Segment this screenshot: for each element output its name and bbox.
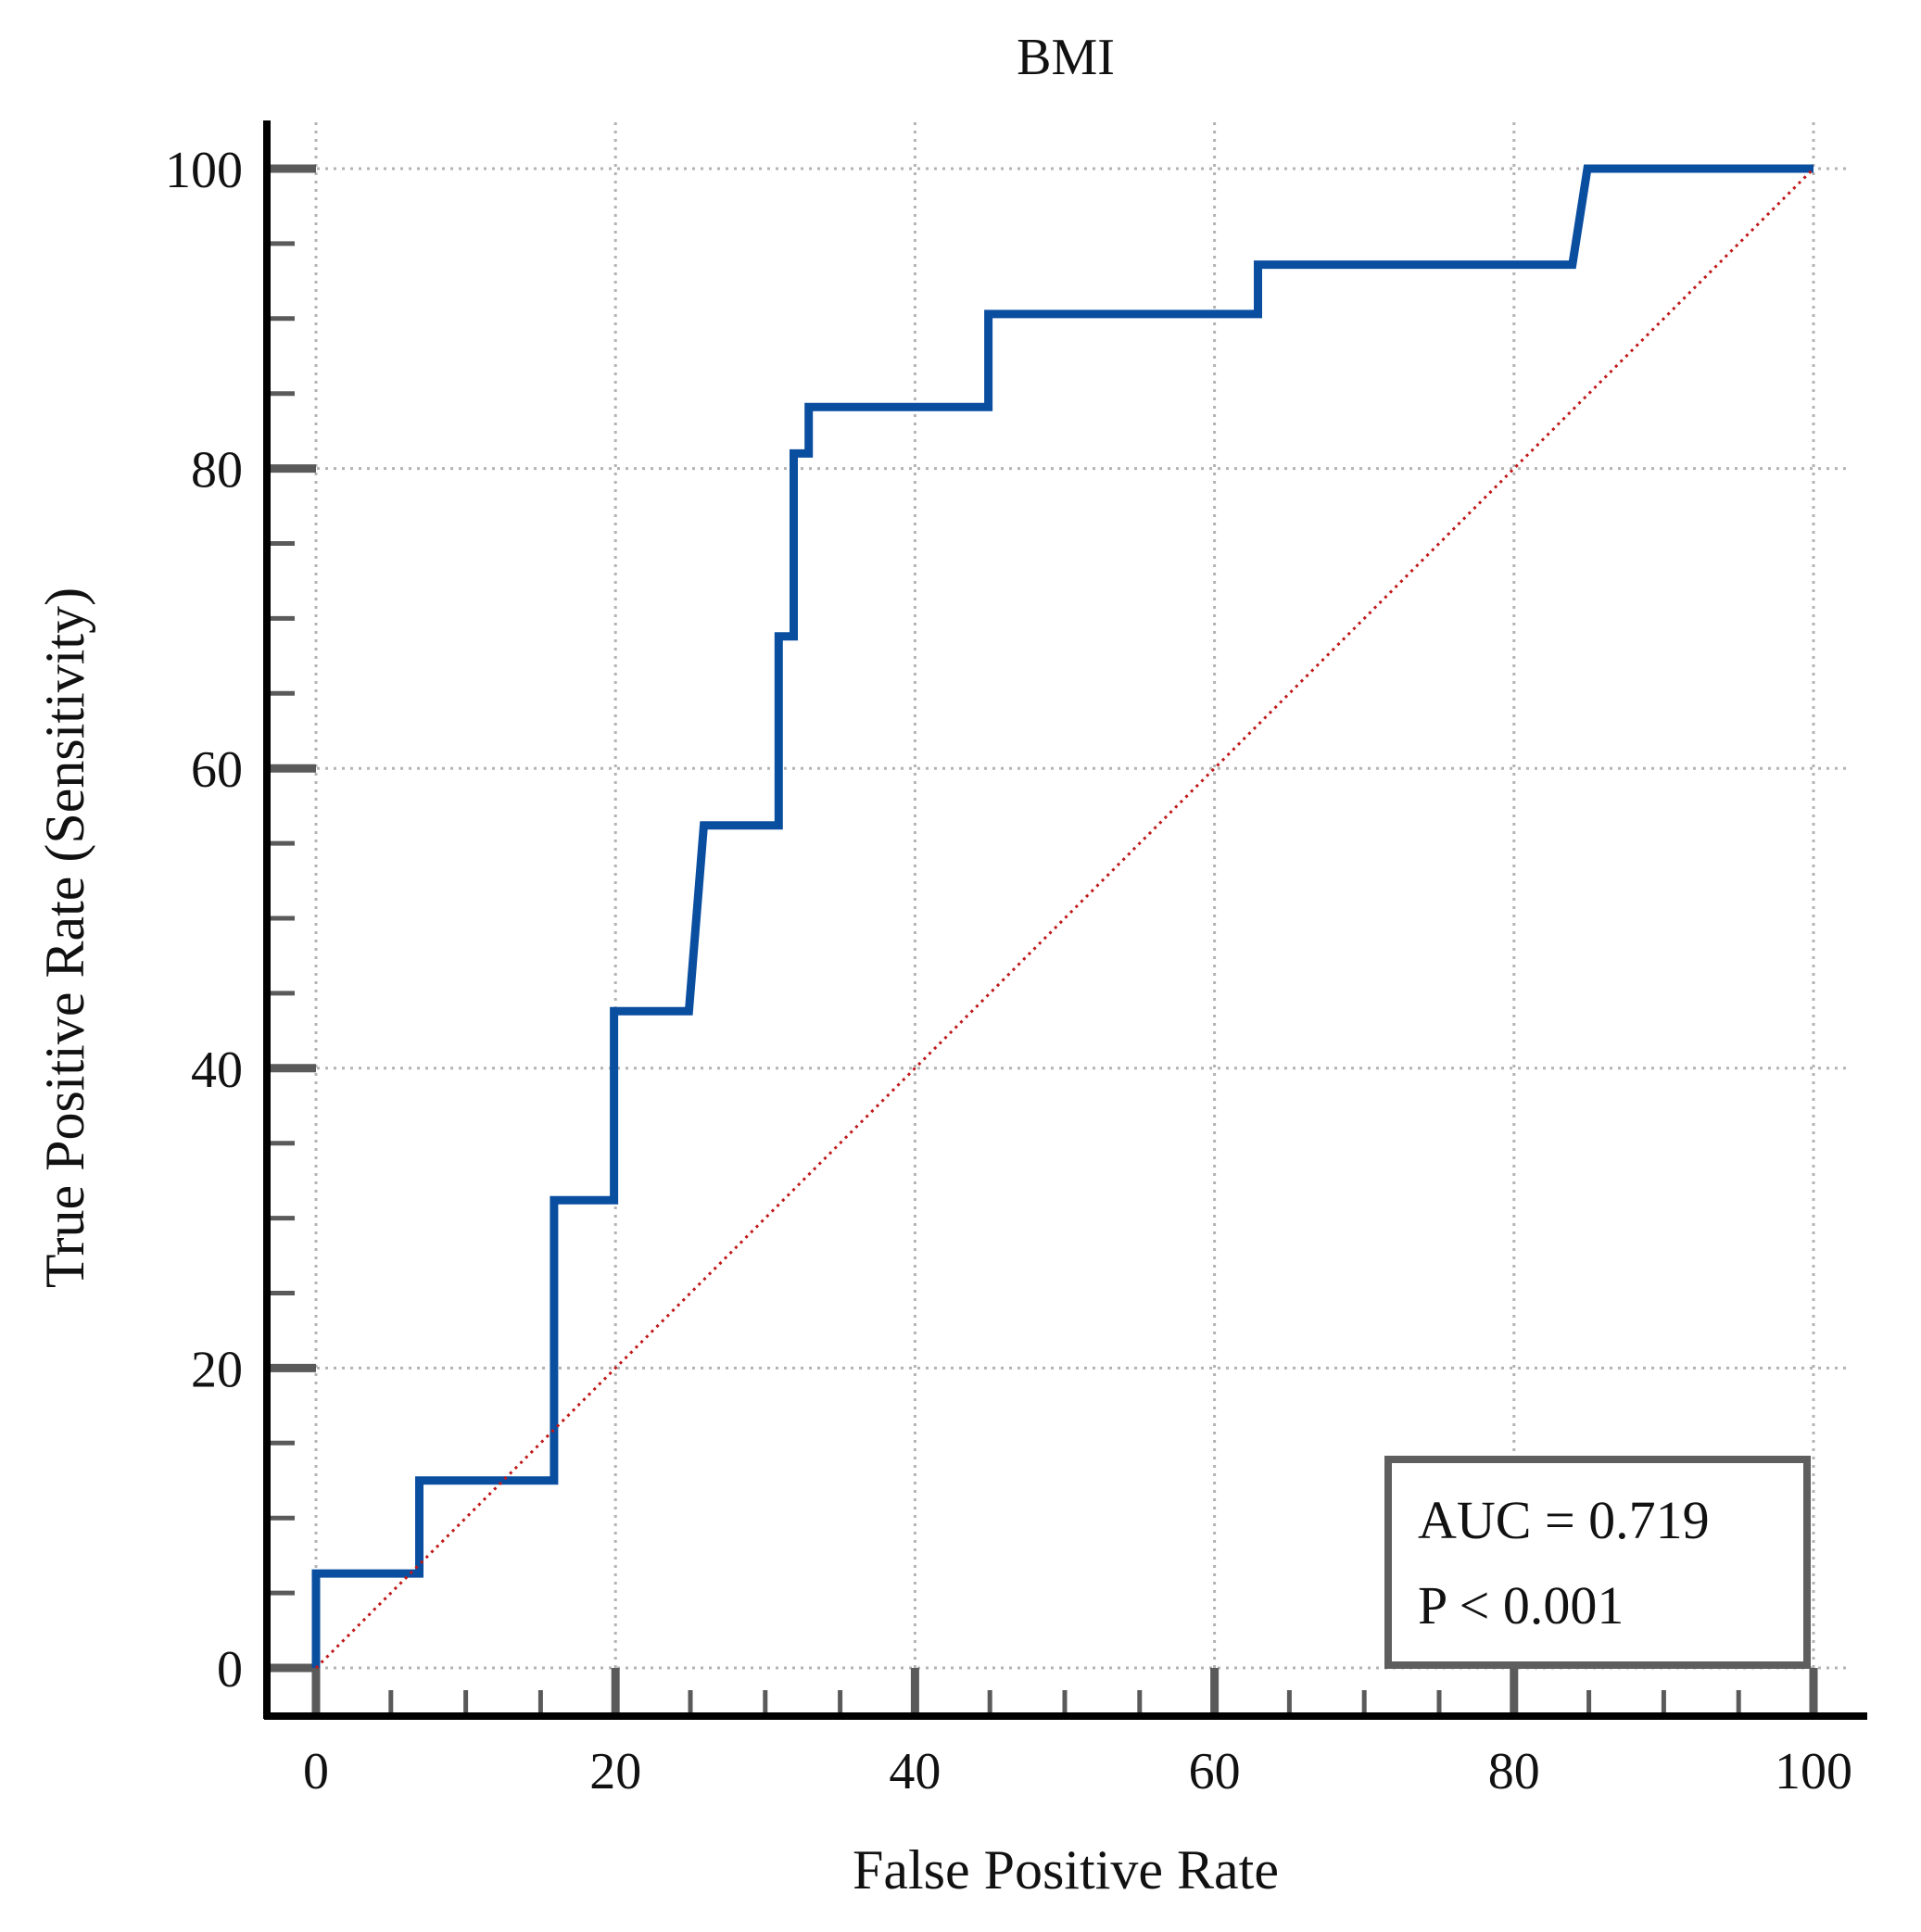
y-tick-label-60: 60 <box>191 741 243 799</box>
x-tick-label-100: 100 <box>1775 1743 1852 1800</box>
y-tick-label-40: 40 <box>191 1042 243 1099</box>
tick-labels: 0 20 40 60 80 100 0 20 40 60 80 100 <box>165 142 1852 1800</box>
chart-title: BMI <box>1017 29 1115 86</box>
annotation-frame <box>1384 1456 1811 1669</box>
axes <box>263 120 1867 1720</box>
x-tick-label-80: 80 <box>1488 1743 1540 1800</box>
plot-series <box>311 164 1815 1670</box>
y-axis-label: True Positive Rate (Sensitivity) <box>34 587 95 1288</box>
y-tick-label-20: 20 <box>191 1341 243 1398</box>
y-tick-label-80: 80 <box>191 442 243 499</box>
x-tick-label-40: 40 <box>889 1743 941 1800</box>
auc-annotation-box: AUC = 0.719 P < 0.001 <box>1384 1456 1811 1669</box>
auc-text: AUC = 0.719 <box>1418 1490 1710 1550</box>
p-value-text: P < 0.001 <box>1418 1575 1624 1635</box>
reference-diagonal-line <box>314 167 1815 1670</box>
y-tick-label-100: 100 <box>165 142 243 199</box>
axis-ticks <box>267 164 1818 1716</box>
x-tick-label-20: 20 <box>589 1743 641 1800</box>
x-tick-label-0: 0 <box>303 1743 329 1800</box>
x-axis-label: False Positive Rate <box>853 1839 1279 1900</box>
roc-curve-line <box>311 164 1814 1668</box>
x-tick-label-60: 60 <box>1189 1743 1241 1800</box>
y-tick-label-0: 0 <box>217 1641 243 1698</box>
